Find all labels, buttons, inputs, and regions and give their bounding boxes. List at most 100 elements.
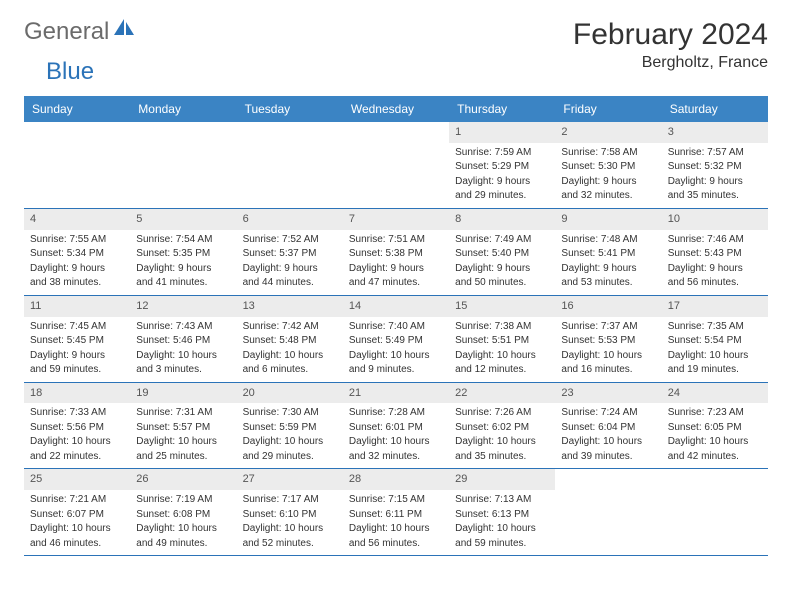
calendar-cell: 17Sunrise: 7:35 AMSunset: 5:54 PMDayligh… <box>662 296 768 382</box>
daylight-text: Daylight: 9 hours <box>136 262 230 276</box>
daylight-text: and 16 minutes. <box>561 363 655 377</box>
cell-body: Sunrise: 7:31 AMSunset: 5:57 PMDaylight:… <box>130 406 236 468</box>
logo-text-general: General <box>24 18 109 46</box>
daylight-text: and 35 minutes. <box>455 450 549 464</box>
daylight-text: and 9 minutes. <box>349 363 443 377</box>
logo: General <box>24 18 138 46</box>
calendar-cell: 10Sunrise: 7:46 AMSunset: 5:43 PMDayligh… <box>662 209 768 295</box>
calendar-cell: 14Sunrise: 7:40 AMSunset: 5:49 PMDayligh… <box>343 296 449 382</box>
day-number: 18 <box>24 383 130 404</box>
sunrise-text: Sunrise: 7:23 AM <box>668 406 762 420</box>
sunrise-text: Sunrise: 7:13 AM <box>455 493 549 507</box>
daylight-text: Daylight: 9 hours <box>561 175 655 189</box>
cell-body: Sunrise: 7:52 AMSunset: 5:37 PMDaylight:… <box>237 233 343 295</box>
sunrise-text: Sunrise: 7:58 AM <box>561 146 655 160</box>
sunrise-text: Sunrise: 7:17 AM <box>243 493 337 507</box>
calendar-page: General February 2024 Bergholtz, France … <box>0 0 792 574</box>
daylight-text: Daylight: 10 hours <box>349 349 443 363</box>
day-number: 12 <box>130 296 236 317</box>
cell-body: Sunrise: 7:28 AMSunset: 6:01 PMDaylight:… <box>343 406 449 468</box>
sunset-text: Sunset: 5:59 PM <box>243 421 337 435</box>
daylight-text: Daylight: 9 hours <box>668 175 762 189</box>
sunset-text: Sunset: 5:32 PM <box>668 160 762 174</box>
day-number: 1 <box>449 122 555 143</box>
daylight-text: and 41 minutes. <box>136 276 230 290</box>
calendar-cell <box>24 122 130 208</box>
sunset-text: Sunset: 6:08 PM <box>136 508 230 522</box>
day-number: 29 <box>449 469 555 490</box>
daylight-text: Daylight: 10 hours <box>30 522 124 536</box>
sunrise-text: Sunrise: 7:55 AM <box>30 233 124 247</box>
calendar-body: 1 Sunrise: 7:59 AMSunset: 5:29 PMDaylight… <box>24 122 768 556</box>
daylight-text: and 25 minutes. <box>136 450 230 464</box>
sunset-text: Sunset: 6:01 PM <box>349 421 443 435</box>
calendar-cell: 15Sunrise: 7:38 AMSunset: 5:51 PMDayligh… <box>449 296 555 382</box>
day-number: 11 <box>24 296 130 317</box>
daylight-text: Daylight: 9 hours <box>455 262 549 276</box>
calendar: SundayMondayTuesdayWednesdayThursdayFrid… <box>24 96 768 556</box>
day-number: 2 <box>555 122 661 143</box>
daylight-text: and 3 minutes. <box>136 363 230 377</box>
daylight-text: and 47 minutes. <box>349 276 443 290</box>
cell-body: Sunrise: 7:15 AMSunset: 6:11 PMDaylight:… <box>343 493 449 555</box>
day-number: 16 <box>555 296 661 317</box>
calendar-cell: 13Sunrise: 7:42 AMSunset: 5:48 PMDayligh… <box>237 296 343 382</box>
daylight-text: Daylight: 10 hours <box>349 522 443 536</box>
daylight-text: and 56 minutes. <box>668 276 762 290</box>
day-header: Monday <box>130 96 236 122</box>
calendar-cell: 18Sunrise: 7:33 AMSunset: 5:56 PMDayligh… <box>24 383 130 469</box>
sunset-text: Sunset: 5:40 PM <box>455 247 549 261</box>
week-row: 11Sunrise: 7:45 AMSunset: 5:45 PMDayligh… <box>24 296 768 383</box>
calendar-cell: 3Sunrise: 7:57 AMSunset: 5:32 PMDaylight… <box>662 122 768 208</box>
daylight-text: and 42 minutes. <box>668 450 762 464</box>
day-number: 15 <box>449 296 555 317</box>
cell-body: Sunrise: 7:55 AMSunset: 5:34 PMDaylight:… <box>24 233 130 295</box>
daylight-text: and 29 minutes. <box>455 189 549 203</box>
cell-body: Sunrise: 7:43 AMSunset: 5:46 PMDaylight:… <box>130 320 236 382</box>
cell-body: Sunrise: 7:57 AMSunset: 5:32 PMDaylight:… <box>662 146 768 208</box>
day-number: 8 <box>449 209 555 230</box>
cell-body: Sunrise: 7:24 AMSunset: 6:04 PMDaylight:… <box>555 406 661 468</box>
daylight-text: Daylight: 10 hours <box>561 435 655 449</box>
cell-body: Sunrise: 7:33 AMSunset: 5:56 PMDaylight:… <box>24 406 130 468</box>
cell-body: Sunrise: 7:59 AMSunset: 5:29 PMDaylight:… <box>449 146 555 208</box>
sunset-text: Sunset: 5:45 PM <box>30 334 124 348</box>
calendar-cell <box>343 122 449 208</box>
cell-body: Sunrise: 7:19 AMSunset: 6:08 PMDaylight:… <box>130 493 236 555</box>
sunrise-text: Sunrise: 7:15 AM <box>349 493 443 507</box>
daylight-text: Daylight: 10 hours <box>136 435 230 449</box>
daylight-text: and 35 minutes. <box>668 189 762 203</box>
week-row: 4Sunrise: 7:55 AMSunset: 5:34 PMDaylight… <box>24 209 768 296</box>
sunrise-text: Sunrise: 7:45 AM <box>30 320 124 334</box>
sunset-text: Sunset: 5:29 PM <box>455 160 549 174</box>
day-header: Wednesday <box>343 96 449 122</box>
daylight-text: and 32 minutes. <box>349 450 443 464</box>
cell-body: Sunrise: 7:49 AMSunset: 5:40 PMDaylight:… <box>449 233 555 295</box>
sunset-text: Sunset: 5:43 PM <box>668 247 762 261</box>
daylight-text: Daylight: 10 hours <box>136 349 230 363</box>
sunrise-text: Sunrise: 7:38 AM <box>455 320 549 334</box>
calendar-cell: 23Sunrise: 7:24 AMSunset: 6:04 PMDayligh… <box>555 383 661 469</box>
day-number: 6 <box>237 209 343 230</box>
sunrise-text: Sunrise: 7:51 AM <box>349 233 443 247</box>
daylight-text: Daylight: 10 hours <box>561 349 655 363</box>
sunset-text: Sunset: 5:51 PM <box>455 334 549 348</box>
calendar-cell: 6 Sunrise: 7:52 AMSunset: 5:37 PMDaylight… <box>237 209 343 295</box>
daylight-text: Daylight: 9 hours <box>30 349 124 363</box>
calendar-cell: 21Sunrise: 7:28 AMSunset: 6:01 PMDayligh… <box>343 383 449 469</box>
day-number: 9 <box>555 209 661 230</box>
day-number: 20 <box>237 383 343 404</box>
week-row: 18Sunrise: 7:33 AMSunset: 5:56 PMDayligh… <box>24 383 768 470</box>
calendar-cell: 1 Sunrise: 7:59 AMSunset: 5:29 PMDaylight… <box>449 122 555 208</box>
daylight-text: and 32 minutes. <box>561 189 655 203</box>
sunrise-text: Sunrise: 7:26 AM <box>455 406 549 420</box>
sunset-text: Sunset: 6:07 PM <box>30 508 124 522</box>
calendar-cell: 28Sunrise: 7:15 AMSunset: 6:11 PMDayligh… <box>343 469 449 555</box>
sunrise-text: Sunrise: 7:33 AM <box>30 406 124 420</box>
calendar-cell: 27Sunrise: 7:17 AMSunset: 6:10 PMDayligh… <box>237 469 343 555</box>
calendar-cell: 9Sunrise: 7:48 AMSunset: 5:41 PMDaylight… <box>555 209 661 295</box>
daylight-text: Daylight: 10 hours <box>455 435 549 449</box>
daylight-text: Daylight: 10 hours <box>243 349 337 363</box>
daylight-text: Daylight: 10 hours <box>668 349 762 363</box>
day-header: Saturday <box>662 96 768 122</box>
